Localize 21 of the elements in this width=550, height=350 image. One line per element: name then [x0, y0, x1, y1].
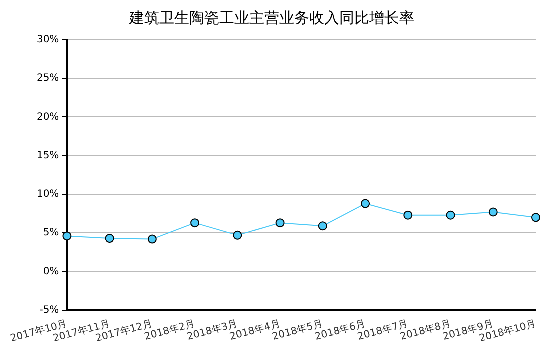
y-tick-label: 0%	[43, 266, 60, 278]
point	[276, 218, 285, 228]
point	[488, 208, 498, 217]
point	[190, 218, 200, 228]
point	[318, 222, 328, 231]
chart-title: 建筑卫生陶瓷工业主营业务收入同比增长率	[128, 8, 414, 27]
point	[404, 210, 413, 220]
point	[148, 234, 157, 244]
point	[361, 199, 370, 208]
y-tick-label: 10%	[36, 189, 60, 200]
point	[532, 213, 540, 222]
point	[62, 232, 72, 241]
y-tick-label: -5%	[40, 304, 60, 316]
point	[446, 210, 456, 220]
point	[105, 234, 114, 244]
y-tick-label: 25%	[36, 73, 60, 84]
y-tick-label: 15%	[36, 150, 60, 162]
point	[233, 230, 242, 240]
y-tick-label: 30%	[36, 34, 60, 46]
y-tick-label: 5%	[43, 228, 60, 239]
y-tick-label: 20%	[36, 112, 60, 123]
